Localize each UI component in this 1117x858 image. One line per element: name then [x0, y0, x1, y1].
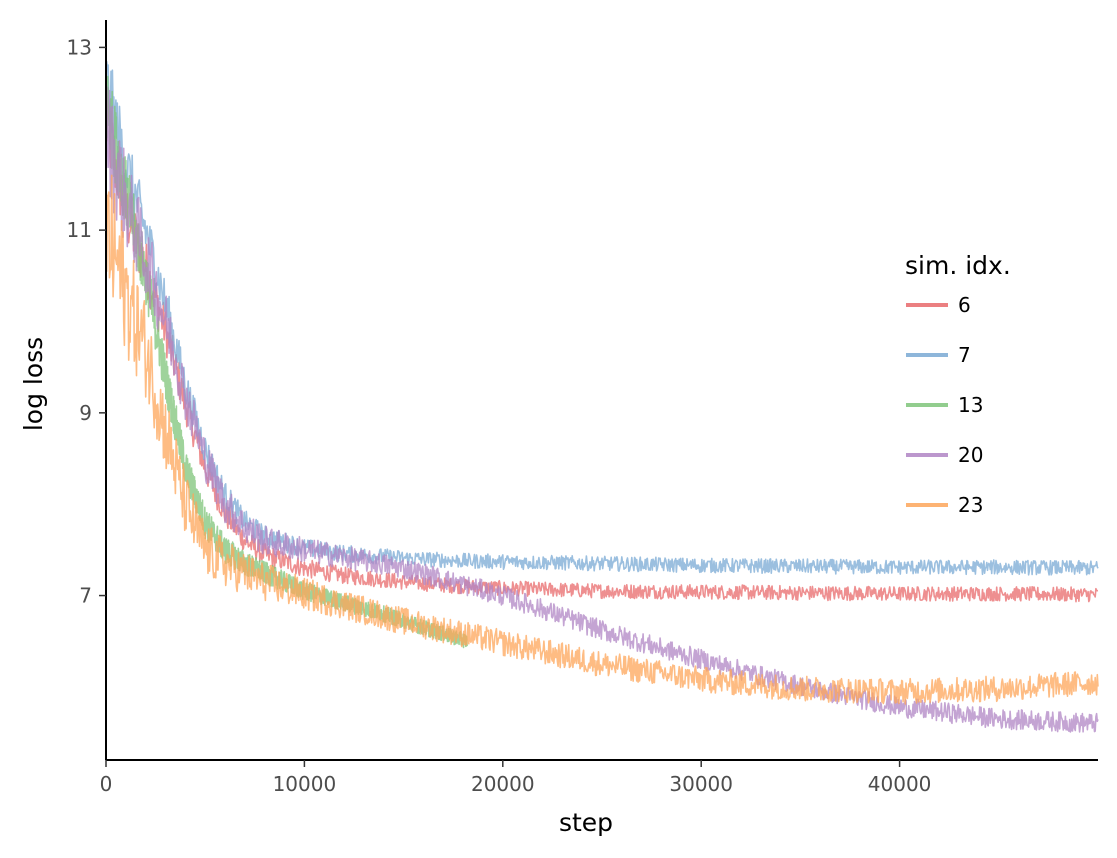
series-lines: [105, 60, 1099, 733]
y-tick-label: 7: [79, 584, 92, 608]
y-tick-label: 9: [79, 401, 92, 425]
legend-label-23: 23: [958, 493, 983, 517]
legend-title: sim. idx.: [905, 251, 1011, 280]
x-tick-label: 40000: [868, 772, 932, 796]
y-tick-label: 11: [67, 218, 92, 242]
legend-label-20: 20: [958, 443, 983, 467]
y-tick-label: 13: [67, 35, 92, 59]
legend-label-6: 6: [958, 293, 971, 317]
x-tick-label: 10000: [273, 772, 337, 796]
x-tick-label: 20000: [471, 772, 535, 796]
legend-items: 6 7 13 20 23: [906, 293, 983, 517]
x-tick-label: 0: [100, 772, 113, 796]
series-line-6: [105, 87, 1099, 603]
series-line-7: [105, 60, 1099, 576]
legend-label-7: 7: [958, 343, 971, 367]
series-line-23: [105, 174, 1099, 705]
series-line-20: [105, 85, 1099, 733]
legend: sim. idx. 6 7 13 20 23: [905, 251, 1011, 517]
legend-label-13: 13: [958, 393, 983, 417]
x-axis-ticks: 0 10000 20000 30000 40000: [100, 760, 932, 796]
x-tick-label: 30000: [669, 772, 733, 796]
y-axis-title: log loss: [19, 337, 48, 431]
x-axis-title: step: [559, 808, 613, 837]
y-axis-ticks: 7 9 11 13: [67, 35, 106, 608]
